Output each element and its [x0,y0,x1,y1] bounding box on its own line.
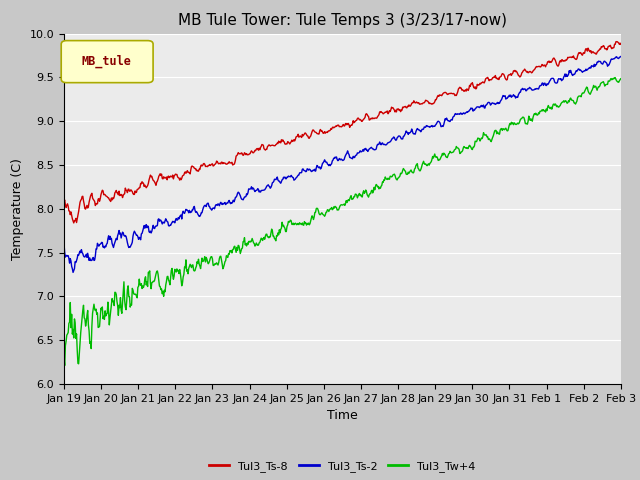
X-axis label: Time: Time [327,409,358,422]
Legend: Tul3_Ts-8, Tul3_Ts-2, Tul3_Tw+4: Tul3_Ts-8, Tul3_Ts-2, Tul3_Tw+4 [205,457,480,477]
Y-axis label: Temperature (C): Temperature (C) [11,158,24,260]
Title: MB Tule Tower: Tule Temps 3 (3/23/17-now): MB Tule Tower: Tule Temps 3 (3/23/17-now… [178,13,507,28]
FancyBboxPatch shape [61,41,153,83]
Text: MB_tule: MB_tule [82,54,132,68]
